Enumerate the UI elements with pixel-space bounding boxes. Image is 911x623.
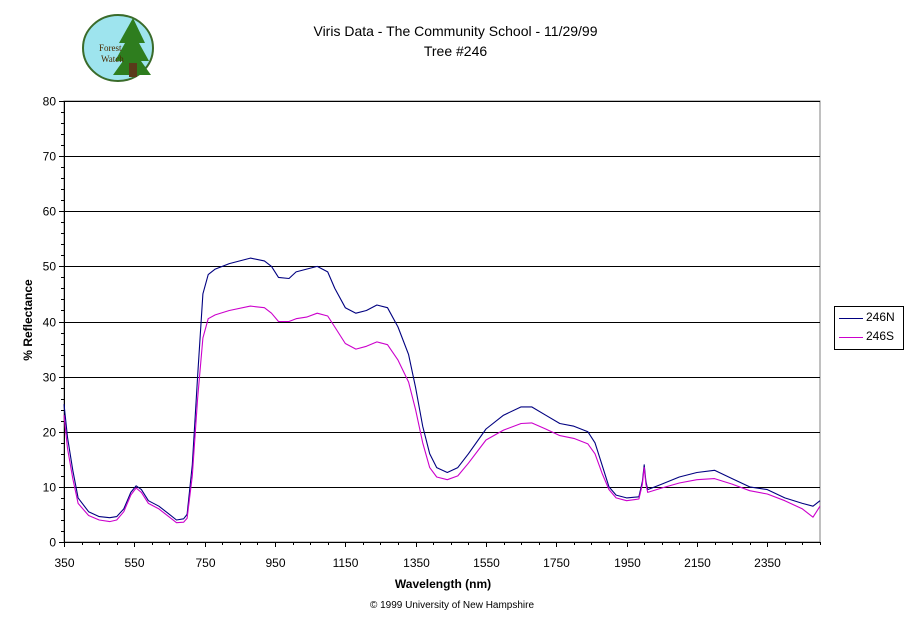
y-tick-label: 60 xyxy=(43,205,57,219)
series-line-246n xyxy=(63,257,821,521)
y-tick-label: 50 xyxy=(43,260,57,274)
y-tick-label: 70 xyxy=(43,150,57,164)
chart-subtitle: Tree #246 xyxy=(423,43,488,59)
x-tick-label: 2150 xyxy=(684,556,711,570)
x-tick-label: 1550 xyxy=(473,556,500,570)
tick-labels: 0 10 20 30 40 50 60 70 80 350 550 750 950 1150 1350 155… xyxy=(43,95,782,571)
y-tick-label: 80 xyxy=(43,95,57,109)
x-tick-label: 1350 xyxy=(403,556,430,570)
legend-label-246s: 246S xyxy=(866,329,895,343)
series-line-246s xyxy=(63,305,821,524)
legend-swatch-246s xyxy=(839,337,863,338)
legend: 246N 246S xyxy=(834,306,904,350)
y-tick-label: 20 xyxy=(43,426,57,440)
x-tick-label: 1750 xyxy=(543,556,570,570)
legend-label-246n: 246N xyxy=(866,310,895,324)
series-layer xyxy=(63,257,821,524)
x-tick-label: 550 xyxy=(124,556,144,570)
axis-ticks xyxy=(59,101,821,547)
y-tick-label: 0 xyxy=(49,536,56,550)
forest-watch-logo: Forest Watch xyxy=(82,14,154,82)
legend-item-246s: 246S xyxy=(839,329,901,345)
y-axis-label: % Reflectance xyxy=(21,279,35,361)
y-tick-label: 30 xyxy=(43,371,57,385)
y-tick-label: 40 xyxy=(43,316,57,330)
grid-lines xyxy=(63,100,821,543)
x-tick-label: 1150 xyxy=(333,556,359,570)
x-tick-label: 950 xyxy=(265,556,285,570)
logo-text-1: Forest xyxy=(99,43,122,53)
plot-frame xyxy=(63,100,821,543)
logo-text-2: Watch xyxy=(101,54,124,64)
x-tick-label: 1950 xyxy=(614,556,641,570)
x-tick-label: 350 xyxy=(54,556,74,570)
legend-swatch-246n xyxy=(839,318,863,319)
legend-item-246n: 246N xyxy=(839,310,901,326)
x-axis-label: Wavelength (nm) xyxy=(394,577,492,591)
chart-title: Viris Data - The Community School - 11/2… xyxy=(313,23,598,39)
y-tick-label: 10 xyxy=(43,481,57,495)
x-tick-label: 750 xyxy=(195,556,215,570)
copyright-text: © 1999 University of New Hampshire xyxy=(369,600,535,611)
x-tick-label: 2350 xyxy=(754,556,781,570)
